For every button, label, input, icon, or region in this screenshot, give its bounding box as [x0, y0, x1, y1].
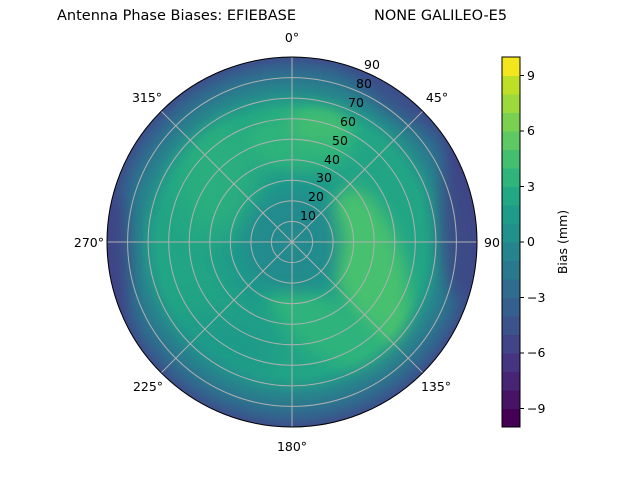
- theta-tick-225: 225°: [133, 379, 163, 394]
- colorbar-tick-3: 3: [527, 179, 535, 194]
- polar-grid: [107, 57, 477, 427]
- colorbar-band: [502, 168, 520, 187]
- colorbar-band: [502, 242, 520, 261]
- colorbar-label: Bias (mm): [555, 210, 570, 274]
- colorbar-band: [502, 205, 520, 224]
- colorbar-band: [502, 371, 520, 391]
- r-tick-80: 80: [356, 76, 372, 91]
- r-tick-10: 10: [300, 208, 316, 223]
- colorbar-band: [502, 334, 520, 354]
- r-tick-20: 20: [308, 189, 324, 204]
- theta-tick-0: 0°: [285, 30, 299, 45]
- colorbar-tick-6: 6: [527, 123, 535, 138]
- colorbar-band: [502, 390, 520, 409]
- colorbar-band: [502, 57, 520, 76]
- r-tick-40: 40: [324, 152, 340, 167]
- colorbar-band: [502, 297, 520, 317]
- r-tick-70: 70: [348, 95, 364, 110]
- colorbar-band: [502, 408, 520, 428]
- colorbar-tick-0: 0: [527, 234, 535, 249]
- colorbar-band: [502, 75, 520, 95]
- colorbar-band: [502, 131, 520, 150]
- colorbar-tick-9: 9: [527, 68, 535, 83]
- r-tick-60: 60: [340, 114, 356, 129]
- colorbar: [502, 57, 520, 428]
- theta-tick-180: 180°: [277, 439, 307, 454]
- theta-tick-45: 45°: [426, 90, 448, 105]
- chart-title-left: Antenna Phase Biases: EFIEBASE: [57, 8, 297, 24]
- theta-tick-135: 135°: [421, 379, 451, 394]
- colorbar-band: [502, 223, 520, 243]
- colorbar-tick-neg6: −6: [527, 345, 545, 360]
- chart-title-right: NONE GALILEO-E5: [374, 8, 508, 24]
- colorbar-band: [502, 279, 520, 298]
- r-tick-90: 90: [364, 57, 380, 72]
- colorbar-tick-neg9: −9: [527, 401, 545, 416]
- theta-tick-90: 90: [484, 235, 500, 250]
- colorbar-band: [502, 149, 520, 169]
- colorbar-ticks: [520, 75, 524, 409]
- r-tick-50: 50: [332, 133, 348, 148]
- colorbar-band: [502, 316, 520, 335]
- colorbar-band: [502, 112, 520, 132]
- theta-tick-315: 315°: [132, 90, 162, 105]
- colorbar-band: [502, 353, 520, 372]
- colorbar-tick-neg3: −3: [527, 290, 545, 305]
- theta-tick-270: 270°: [74, 235, 104, 250]
- colorbar-band: [502, 260, 520, 280]
- r-tick-30: 30: [316, 170, 332, 185]
- colorbar-band: [502, 186, 520, 206]
- colorbar-band: [502, 94, 520, 113]
- polar-frame: [106, 56, 478, 428]
